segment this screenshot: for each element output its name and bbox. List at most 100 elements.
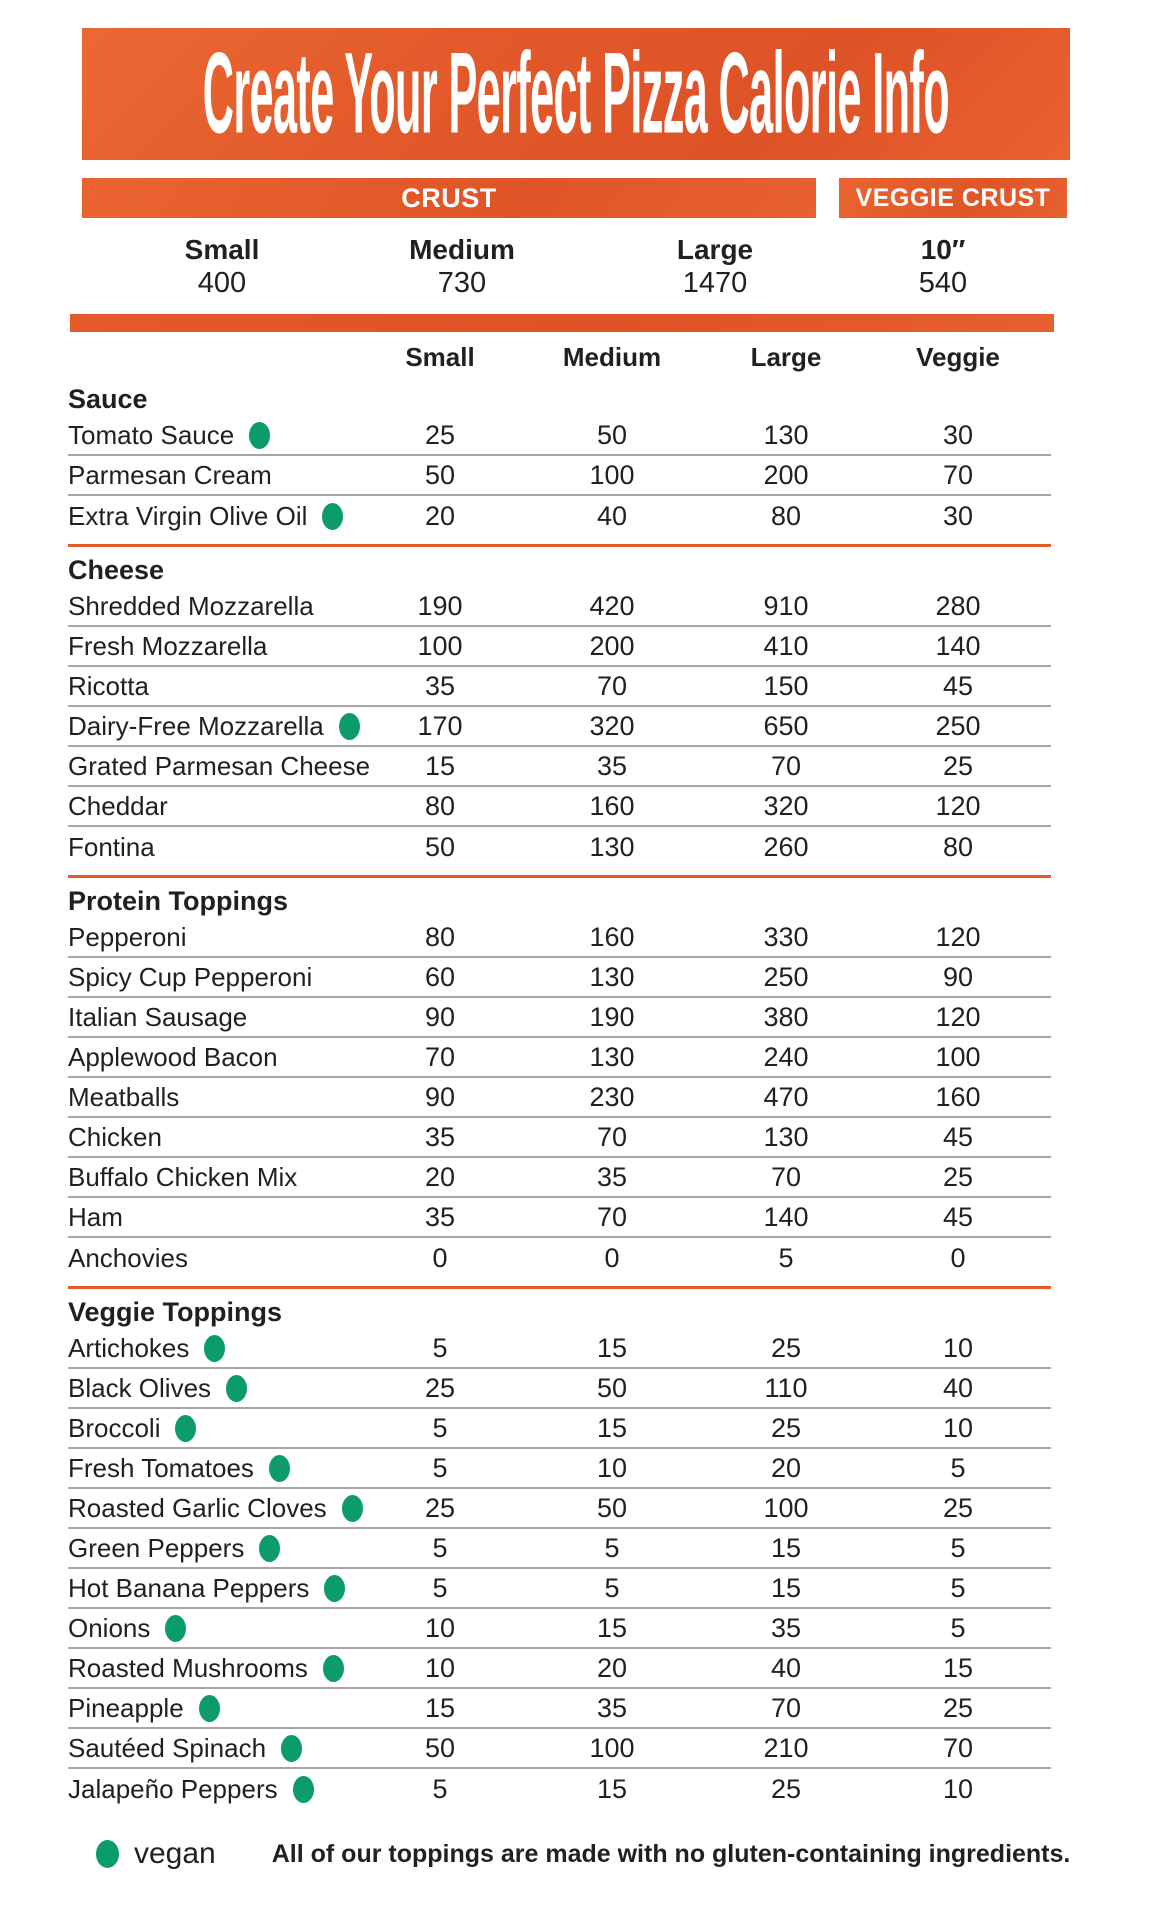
orange-divider-bar — [70, 314, 1054, 332]
calorie-value-veggie: 10 — [942, 1412, 974, 1443]
calorie-value-veggie: 70 — [942, 459, 974, 490]
calorie-value-veggie: 45 — [942, 1121, 974, 1152]
row-label: Hot Banana Peppers — [68, 1572, 310, 1603]
calorie-value-large: 5 — [778, 1242, 794, 1273]
calorie-value-medium: 130 — [589, 961, 635, 992]
table-row: Artichokes 5 15 25 10 — [68, 1329, 1051, 1369]
table-row: Cheddar 80 160 320 120 — [68, 787, 1051, 827]
calorie-value-veggie: 140 — [935, 630, 981, 661]
row-label: Roasted Garlic Cloves — [68, 1492, 327, 1523]
row-label-cell: Dairy-Free Mozzarella — [68, 711, 370, 742]
calorie-value-medium: 160 — [589, 921, 635, 952]
calorie-value-large: 910 — [763, 590, 809, 621]
table-row: Broccoli 5 15 25 10 — [68, 1409, 1051, 1449]
vegan-dot-icon — [249, 421, 271, 449]
crust-size-value: 1470 — [682, 267, 748, 299]
calorie-value-large: 410 — [763, 630, 809, 661]
vegan-dot-icon — [322, 502, 344, 530]
calorie-table: Small Medium Large Veggie Sauce Tomato Sauce… — [68, 338, 1070, 1875]
calorie-value-medium: 230 — [589, 1081, 635, 1112]
row-label-cell: Italian Sausage — [68, 1002, 370, 1033]
vegan-dot-icon — [338, 712, 360, 740]
vegan-dot-icon — [292, 1775, 314, 1803]
calorie-value-small: 90 — [424, 1001, 456, 1032]
vegan-legend-label: vegan — [134, 1837, 216, 1870]
calorie-value-veggie: 280 — [935, 590, 981, 621]
row-label-cell: Applewood Bacon — [68, 1042, 370, 1073]
calorie-value-medium: 15 — [596, 1412, 628, 1443]
calorie-value-veggie: 120 — [935, 790, 981, 821]
table-row: Sautéed Spinach 50 100 210 70 — [68, 1729, 1051, 1769]
calorie-value-large: 15 — [770, 1572, 802, 1603]
table-row: Dairy-Free Mozzarella 170 320 650 250 — [68, 707, 1051, 747]
row-label-cell: Roasted Mushrooms — [68, 1653, 370, 1684]
row-label: Pepperoni — [68, 921, 187, 952]
row-label: Spicy Cup Pepperoni — [68, 961, 313, 992]
calorie-value-large: 25 — [770, 1412, 802, 1443]
crust-size: Medium 730 — [342, 233, 582, 299]
calorie-value-medium: 50 — [596, 1372, 628, 1403]
calorie-value-small: 35 — [424, 1201, 456, 1232]
calorie-value-small: 20 — [424, 500, 456, 531]
crust-section-header: CRUST — [82, 178, 816, 218]
row-label-cell: Spicy Cup Pepperoni — [68, 962, 370, 993]
crust-size-value: 400 — [197, 267, 247, 299]
calorie-value-large: 110 — [764, 1372, 808, 1403]
gluten-footnote: All of our toppings are made with no glu… — [271, 1839, 1071, 1868]
row-label-cell: Black Olives — [68, 1373, 370, 1404]
row-label: Tomato Sauce — [68, 419, 235, 450]
row-label: Black Olives — [68, 1372, 212, 1403]
row-label-cell: Broccoli — [68, 1413, 370, 1444]
calorie-value-medium: 70 — [596, 1121, 628, 1152]
row-label: Anchovies — [68, 1242, 188, 1273]
calorie-value-large: 100 — [763, 1492, 809, 1523]
column-headers: Small Medium Large Veggie — [68, 338, 1051, 376]
vegan-dot-icon — [165, 1614, 187, 1642]
veggie-crust-section-header: VEGGIE CRUST — [839, 178, 1067, 218]
calorie-value-small: 90 — [424, 1081, 456, 1112]
row-label: Sautéed Spinach — [68, 1732, 267, 1763]
row-label: Italian Sausage — [68, 1001, 248, 1032]
calorie-value-veggie: 5 — [950, 1452, 966, 1483]
calorie-value-medium: 160 — [589, 790, 635, 821]
crust-sizes-row: Small 400 Medium 730 Large 1470 10″ 540 — [0, 233, 1152, 305]
calorie-value-small: 50 — [424, 459, 456, 490]
table-row: Extra Virgin Olive Oil 20 40 80 30 — [68, 496, 1051, 536]
table-row: Buffalo Chicken Mix 20 35 70 25 — [68, 1158, 1051, 1198]
row-label: Shredded Mozzarella — [68, 590, 314, 621]
footer: vegan All of our toppings are made with … — [68, 1833, 1070, 1875]
row-label-cell: Parmesan Cream — [68, 460, 370, 491]
row-label-cell: Green Peppers — [68, 1533, 370, 1564]
calorie-value-large: 470 — [763, 1081, 809, 1112]
table-row: Roasted Garlic Cloves 25 50 100 25 — [68, 1489, 1051, 1529]
row-label: Fontina — [68, 831, 155, 862]
row-label: Artichokes — [68, 1332, 190, 1363]
calorie-value-veggie: 90 — [942, 961, 974, 992]
table-row: Pineapple 15 35 70 25 — [68, 1689, 1051, 1729]
calorie-value-veggie: 45 — [942, 1201, 974, 1232]
calorie-value-medium: 0 — [604, 1242, 620, 1273]
row-label: Fresh Tomatoes — [68, 1452, 254, 1483]
row-label-cell: Extra Virgin Olive Oil — [68, 501, 370, 532]
row-label-cell: Fresh Tomatoes — [68, 1453, 370, 1484]
table-row: Chicken 35 70 130 45 — [68, 1118, 1051, 1158]
calorie-value-large: 35 — [770, 1612, 802, 1643]
calorie-value-medium: 130 — [589, 831, 635, 862]
calorie-value-large: 130 — [763, 419, 809, 450]
section-rows: Tomato Sauce 25 50 130 30 Parmesan Cream 50 100… — [68, 416, 1051, 536]
section-title: Sauce — [68, 384, 148, 414]
vegan-dot-icon — [341, 1494, 363, 1522]
crust-size: Small 400 — [102, 233, 342, 299]
calorie-value-medium: 70 — [596, 1201, 628, 1232]
calorie-value-veggie: 10 — [942, 1332, 974, 1363]
row-label: Jalapeño Peppers — [68, 1773, 278, 1804]
table-row: Meatballs 90 230 470 160 — [68, 1078, 1051, 1118]
row-label-cell: Sautéed Spinach — [68, 1733, 370, 1764]
row-label: Dairy-Free Mozzarella — [68, 710, 324, 741]
calorie-value-veggie: 25 — [942, 1692, 974, 1723]
row-label: Extra Virgin Olive Oil — [68, 500, 308, 531]
calorie-value-medium: 130 — [589, 1041, 635, 1072]
crust-size-label: 10″ — [920, 234, 966, 265]
calorie-table-body: Sauce Tomato Sauce 25 50 130 30 Parmesan Cream… — [68, 382, 1051, 1809]
